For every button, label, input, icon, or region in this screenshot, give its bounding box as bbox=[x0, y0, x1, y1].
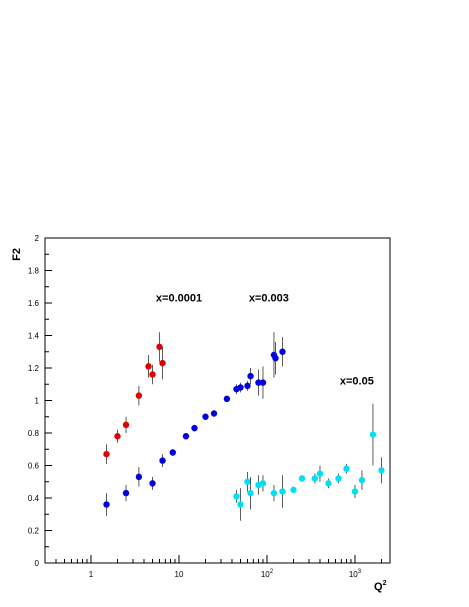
data-point bbox=[237, 501, 244, 508]
y-tick-label: 1 bbox=[35, 397, 40, 406]
y-axis: 0 0.2 0.4 0.6 0.8 1 1.2 1.4 1.6 1.8 2 bbox=[28, 234, 52, 568]
data-point bbox=[270, 489, 278, 497]
series-0 bbox=[103, 332, 166, 464]
data-point bbox=[259, 480, 267, 487]
data-point bbox=[378, 467, 385, 474]
y-tick-label: 1.4 bbox=[28, 332, 40, 341]
data-point bbox=[191, 424, 198, 432]
y-tick-label: 0.6 bbox=[28, 462, 40, 471]
x-axis-title: Q2 bbox=[374, 580, 387, 593]
data-point bbox=[145, 363, 152, 370]
data-point bbox=[159, 457, 166, 464]
data-point bbox=[244, 478, 251, 485]
data-series bbox=[103, 332, 385, 521]
y-tick-label: 0.2 bbox=[28, 527, 40, 536]
series-annotation: x=0.003 bbox=[249, 292, 289, 304]
data-point bbox=[103, 450, 110, 458]
data-point bbox=[247, 372, 254, 380]
series-annotation: x=0.05 bbox=[340, 375, 374, 387]
data-point bbox=[149, 480, 156, 487]
data-point bbox=[223, 395, 231, 403]
series-2 bbox=[233, 403, 385, 521]
data-point bbox=[259, 379, 267, 386]
x-tick-label: 102 bbox=[261, 569, 274, 579]
y-tick-label: 0.4 bbox=[28, 494, 40, 503]
data-point bbox=[237, 384, 244, 391]
data-point bbox=[316, 470, 324, 477]
x-axis-title-base: Q bbox=[374, 581, 383, 593]
data-point bbox=[135, 473, 143, 481]
data-point bbox=[311, 475, 319, 482]
y-tick-label: 1.6 bbox=[28, 299, 40, 308]
data-point bbox=[122, 489, 130, 497]
data-point bbox=[114, 433, 121, 440]
y-tick-label: 2 bbox=[35, 234, 40, 243]
data-point bbox=[290, 486, 297, 494]
x-tick-label: 103 bbox=[349, 569, 362, 579]
x-tick-label: 1 bbox=[89, 570, 94, 579]
data-point bbox=[351, 488, 359, 495]
y-tick-label: 0.8 bbox=[28, 429, 40, 438]
data-point bbox=[156, 343, 163, 351]
data-point bbox=[272, 355, 279, 362]
data-point bbox=[169, 449, 176, 456]
data-point bbox=[149, 371, 156, 378]
data-point bbox=[298, 475, 306, 482]
data-point bbox=[325, 480, 332, 487]
x-axis: 1 10 102 103 bbox=[44, 555, 382, 579]
data-point bbox=[343, 465, 350, 472]
y-tick-label: 0 bbox=[35, 559, 40, 568]
data-point bbox=[279, 348, 286, 355]
annotations: x=0.0001 x=0.003 x=0.05 bbox=[156, 292, 374, 387]
data-point bbox=[255, 379, 262, 386]
data-point bbox=[182, 433, 190, 440]
x-tick-label: 10 bbox=[175, 570, 184, 579]
data-point bbox=[122, 421, 130, 429]
y-axis-title: F2 bbox=[11, 248, 23, 261]
data-point bbox=[159, 359, 166, 367]
data-point bbox=[279, 488, 286, 495]
data-point bbox=[247, 489, 254, 497]
series-1 bbox=[103, 332, 286, 516]
data-point bbox=[135, 392, 143, 399]
y-tick-label: 1.8 bbox=[28, 267, 40, 276]
series-annotation: x=0.0001 bbox=[156, 292, 202, 304]
data-point bbox=[210, 410, 218, 417]
data-point bbox=[233, 493, 240, 500]
data-point bbox=[369, 431, 377, 438]
data-point bbox=[202, 413, 209, 420]
data-point bbox=[335, 475, 342, 482]
data-point bbox=[244, 382, 251, 390]
data-point bbox=[358, 476, 366, 484]
data-point bbox=[103, 501, 110, 508]
plot-frame bbox=[44, 237, 391, 564]
y-tick-label: 1.2 bbox=[28, 364, 40, 373]
x-axis-title-sup: 2 bbox=[383, 580, 387, 587]
